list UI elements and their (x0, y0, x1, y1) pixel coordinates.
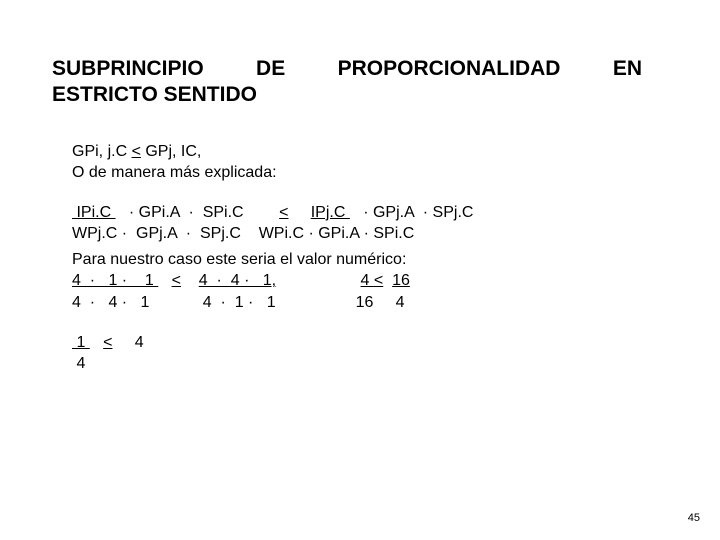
final-numerator: 1 < 4 (72, 332, 668, 354)
lt-symbol: < (279, 204, 288, 221)
term: IPi.C (72, 204, 116, 221)
slide: SUBPRINCIPIO DE PROPORCIONALIDAD EN ESTR… (0, 0, 720, 540)
term: IPj.C (311, 204, 350, 221)
gap (158, 272, 171, 289)
text-line: GPi, j.C < GPj, IC, (72, 141, 668, 163)
gap (383, 272, 392, 289)
gap (181, 272, 199, 289)
formula-block: IPi.C · GPi.A · SPi.C < IPj.C · GPj.A · … (72, 202, 668, 245)
numeric-denominator: 4 · 4 · 1 4 · 1 · 1 16 4 (72, 292, 668, 314)
text-line: O de manera más explicada: (72, 162, 668, 184)
lt-symbol: < (374, 272, 383, 289)
final-denominator: 4 (72, 353, 668, 375)
gap (252, 204, 279, 221)
slide-title-line1: SUBPRINCIPIO DE PROPORCIONALIDAD EN (52, 56, 642, 82)
term: 4 · 1 · 1 (72, 272, 158, 289)
lt-symbol: < (172, 272, 181, 289)
term: 1 (72, 334, 90, 351)
numeric-block: Para nuestro caso este seria el valor nu… (72, 249, 668, 314)
slide-body: GPi, j.C < GPj, IC, O de manera más expl… (72, 141, 668, 375)
text: GPi, j.C (72, 143, 132, 160)
gap (90, 334, 103, 351)
page-number: 45 (688, 512, 700, 524)
slide-title-line2: ESTRICTO SENTIDO (52, 82, 668, 108)
formula-denominator: WPj.C · GPj.A · SPj.C WPi.C · GPi.A · SP… (72, 223, 668, 245)
text: GPj, IC, (141, 143, 201, 160)
numeric-numerator: 4 · 1 · 1 < 4 · 4 · 1, 4 < 16 (72, 270, 668, 292)
term: · GPi.A · SPi.C (116, 204, 253, 221)
case-intro: Para nuestro caso este seria el valor nu… (72, 249, 668, 271)
term: 4 (361, 272, 374, 289)
gap (276, 272, 360, 289)
term: 16 (392, 272, 410, 289)
lt-symbol: < (132, 143, 141, 160)
term: · GPj.A · SPj.C (350, 204, 474, 221)
term: 4 · 4 · 1, (199, 272, 276, 289)
formula-numerator: IPi.C · GPi.A · SPi.C < IPj.C · GPj.A · … (72, 202, 668, 224)
gap (289, 204, 311, 221)
final-block: 1 < 4 4 (72, 332, 668, 375)
term: 4 (112, 334, 143, 351)
